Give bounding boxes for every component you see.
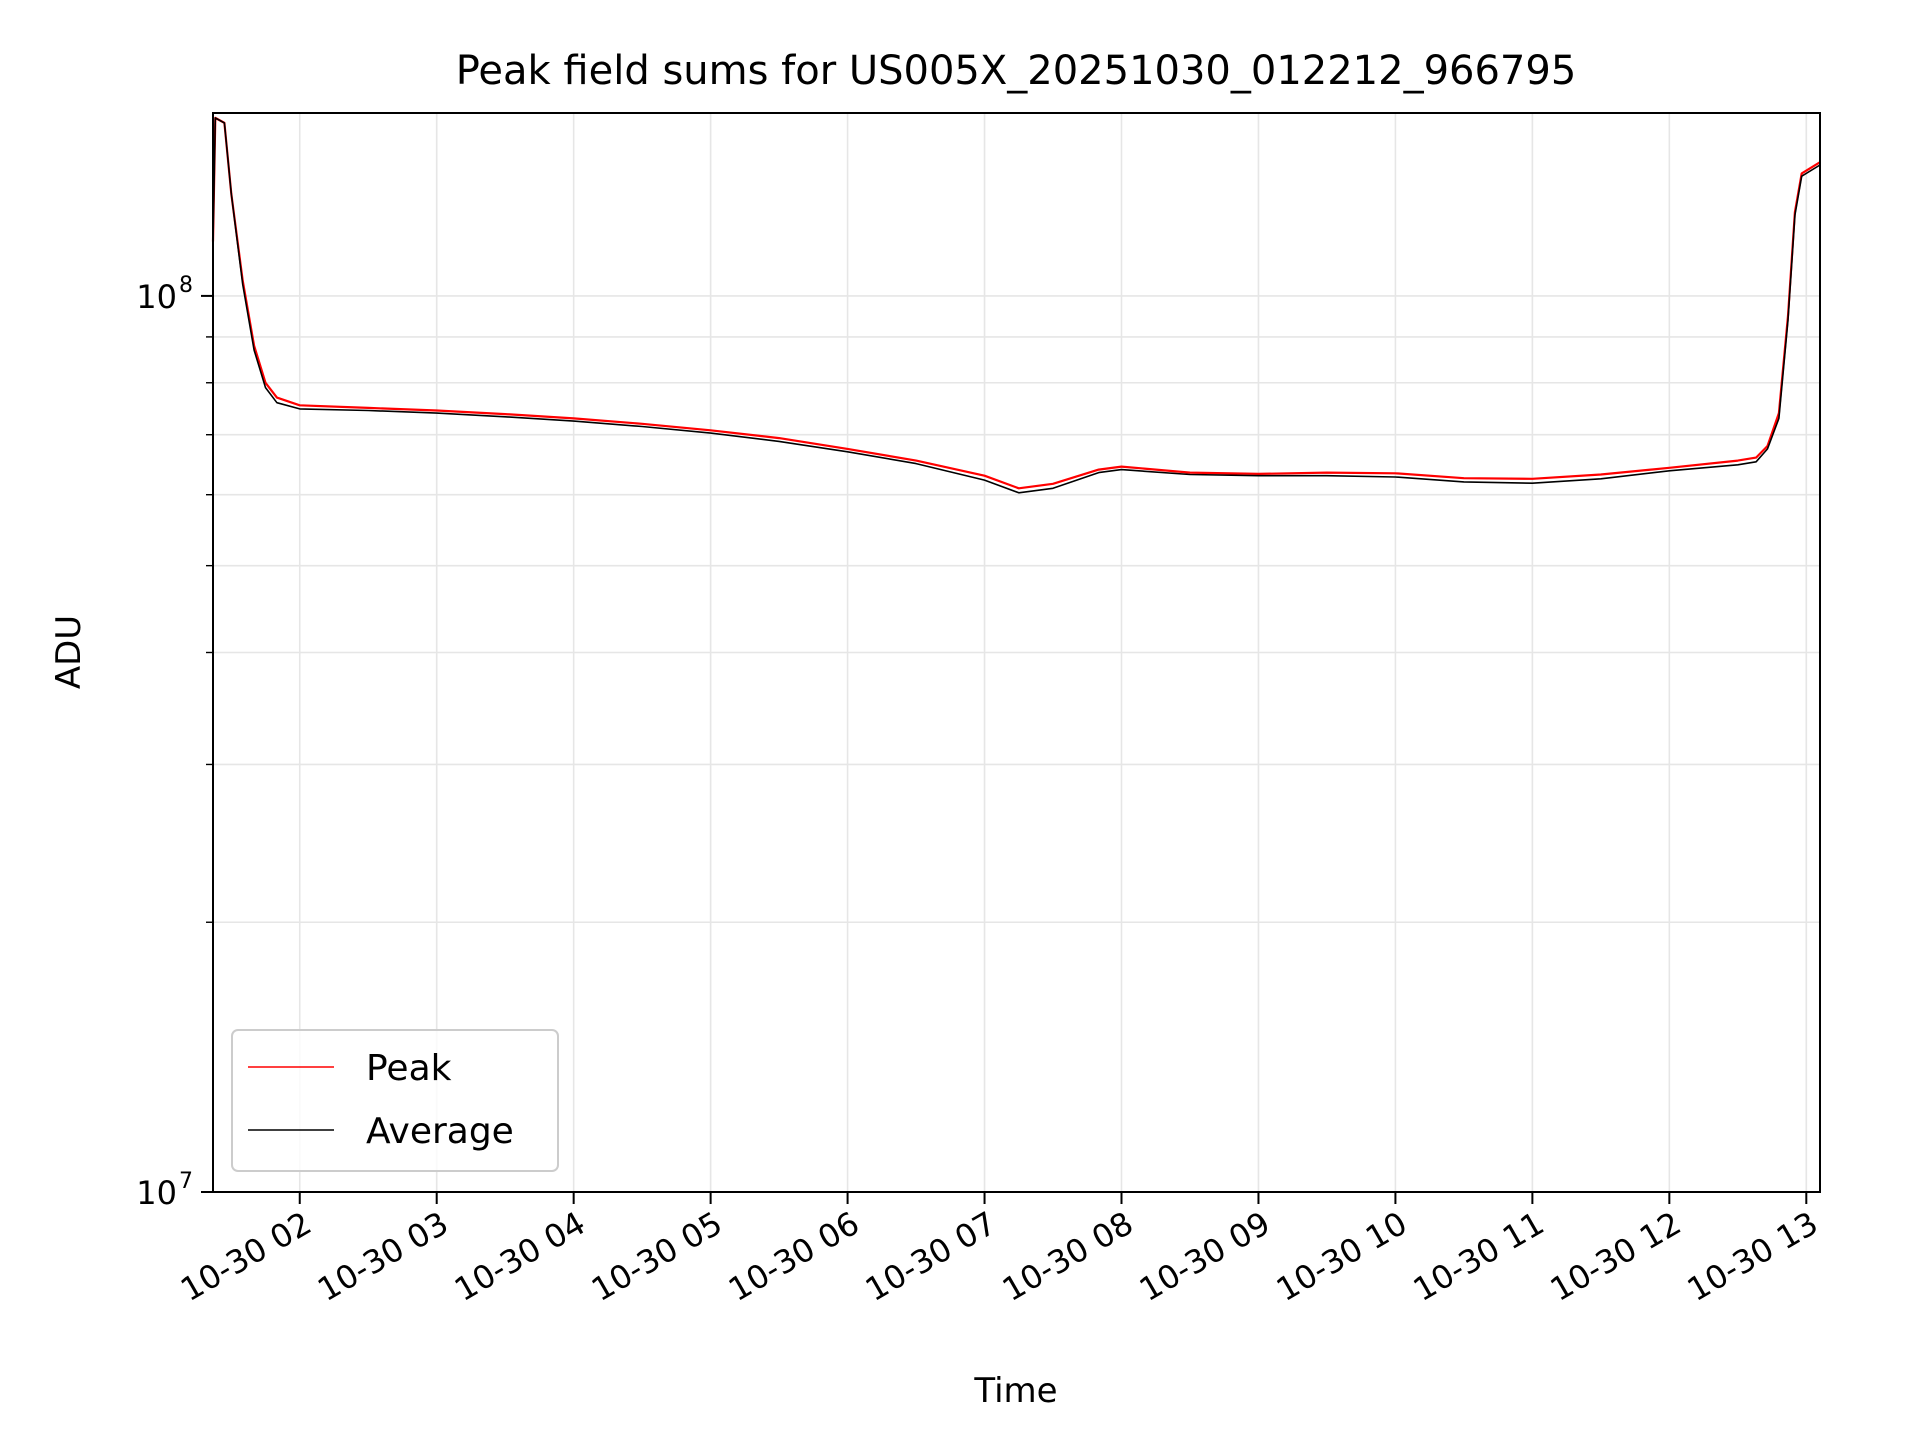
series-line-average <box>212 117 1821 494</box>
y-axis-label: ADU <box>49 615 89 689</box>
legend-box <box>231 1029 559 1172</box>
series-lines <box>211 116 1821 494</box>
y-tick-label: 10 <box>136 278 177 316</box>
legend: Peak Average <box>231 1029 559 1172</box>
chart-title: Peak field sums for US005X_20251030_0122… <box>456 48 1577 94</box>
x-axis-label: Time <box>973 1371 1057 1411</box>
grid <box>213 113 1820 1193</box>
y-tick-label: 10 <box>136 1174 177 1212</box>
y-tick-label-exponent: 8 <box>179 273 193 298</box>
legend-label-average: Average <box>366 1111 514 1152</box>
series-line-peak <box>211 116 1821 490</box>
legend-label-peak: Peak <box>366 1048 452 1089</box>
y-tick-label-exponent: 7 <box>179 1169 193 1194</box>
